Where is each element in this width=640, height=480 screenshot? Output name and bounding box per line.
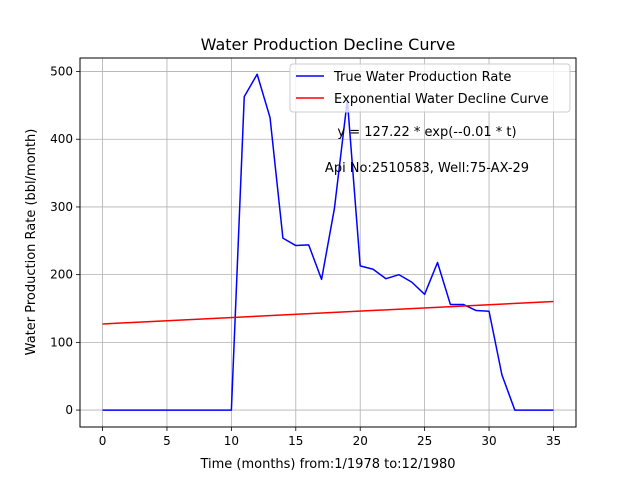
chart-title: Water Production Decline Curve [201,35,456,54]
legend-box [289,63,571,113]
equation-annotation: y = 127.22 * exp(--0.01 * t) [337,125,516,140]
x-tick-label: 0 [99,434,107,448]
y-tick-label: 100 [50,335,73,349]
x-tick-label: 20 [353,434,368,448]
y-tick-label: 200 [50,268,73,282]
x-tick-label: 25 [417,434,432,448]
legend: True Water Production Rate Exponential W… [289,63,571,113]
series-lines [102,73,554,411]
x-tick-label: 35 [546,434,561,448]
x-tick-label: 15 [288,434,303,448]
y-tick-label: 300 [50,200,73,214]
y-axis-label: Water Production Rate (bbl/month) [24,129,39,356]
x-tick-label: 10 [224,434,239,448]
x-axis-label: Time (months) from:1/1978 to:12/1980 [199,457,455,472]
x-tick-label: 30 [481,434,496,448]
legend-label-true-rate: True Water Production Rate [333,70,511,85]
axis-ticks: 0 5 10 15 20 25 30 35 0 100 200 300 400 500 [50,65,561,448]
y-tick-label: 0 [65,403,73,417]
x-tick-label: 5 [163,434,171,448]
exponential-decline-line [102,300,554,325]
plot-frame [79,57,577,428]
well-annotation: Api No:2510583, Well:75-AX-29 [325,161,529,176]
true-water-production-line [102,73,554,411]
legend-label-exponential-curve: Exponential Water Decline Curve [334,92,549,107]
y-tick-label: 400 [50,132,73,146]
y-tick-label: 500 [50,65,73,79]
